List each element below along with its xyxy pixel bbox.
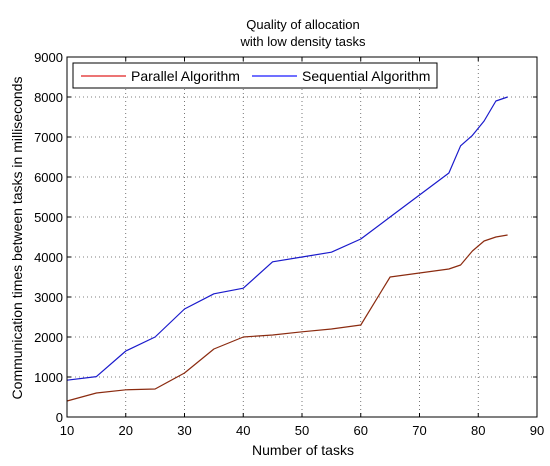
legend: Parallel Algorithm Sequential Algorithm: [72, 62, 438, 89]
series-layer: [66, 96, 508, 402]
y-tick-label: 9000: [34, 50, 63, 65]
y-tick-label: 5000: [34, 210, 63, 225]
y-tick-label: 0: [56, 410, 63, 425]
y-tick-label: 3000: [34, 290, 63, 305]
x-tick-label: 40: [236, 423, 250, 438]
x-tick-label: 50: [295, 423, 309, 438]
y-tick-label: 2000: [34, 330, 63, 345]
x-axis-label: Number of tasks: [252, 442, 354, 458]
chart-title-line-1: Quality of allocation: [246, 17, 359, 32]
y-tick-label: 1000: [34, 370, 63, 385]
series-line-parallel-algorithm: [66, 234, 508, 402]
legend-label-parallel: Parallel Algorithm: [131, 68, 240, 84]
axis-ticks: 10 20 30 40 50 60 70 80 90 0 1000 2000 3000 4000 5000 6…: [34, 50, 544, 438]
x-tick-label: 60: [354, 423, 368, 438]
x-tick-label: 80: [471, 423, 485, 438]
grid: [67, 57, 537, 417]
x-tick-label: 20: [119, 423, 133, 438]
chart-title-line-2: with low density tasks: [240, 34, 366, 49]
series-line-sequential-algorithm: [66, 96, 508, 381]
x-tick-label: 10: [60, 423, 74, 438]
legend-label-sequential: Sequential Algorithm: [302, 68, 430, 84]
y-tick-label: 7000: [34, 130, 63, 145]
x-tick-label: 30: [177, 423, 191, 438]
y-axis-label: Communication times between tasks in mil…: [9, 77, 25, 400]
y-tick-label: 4000: [34, 250, 63, 265]
y-tick-label: 6000: [34, 170, 63, 185]
x-tick-label: 90: [530, 423, 544, 438]
legend-box: [72, 62, 438, 89]
y-tick-label: 8000: [34, 90, 63, 105]
x-tick-label: 70: [412, 423, 426, 438]
